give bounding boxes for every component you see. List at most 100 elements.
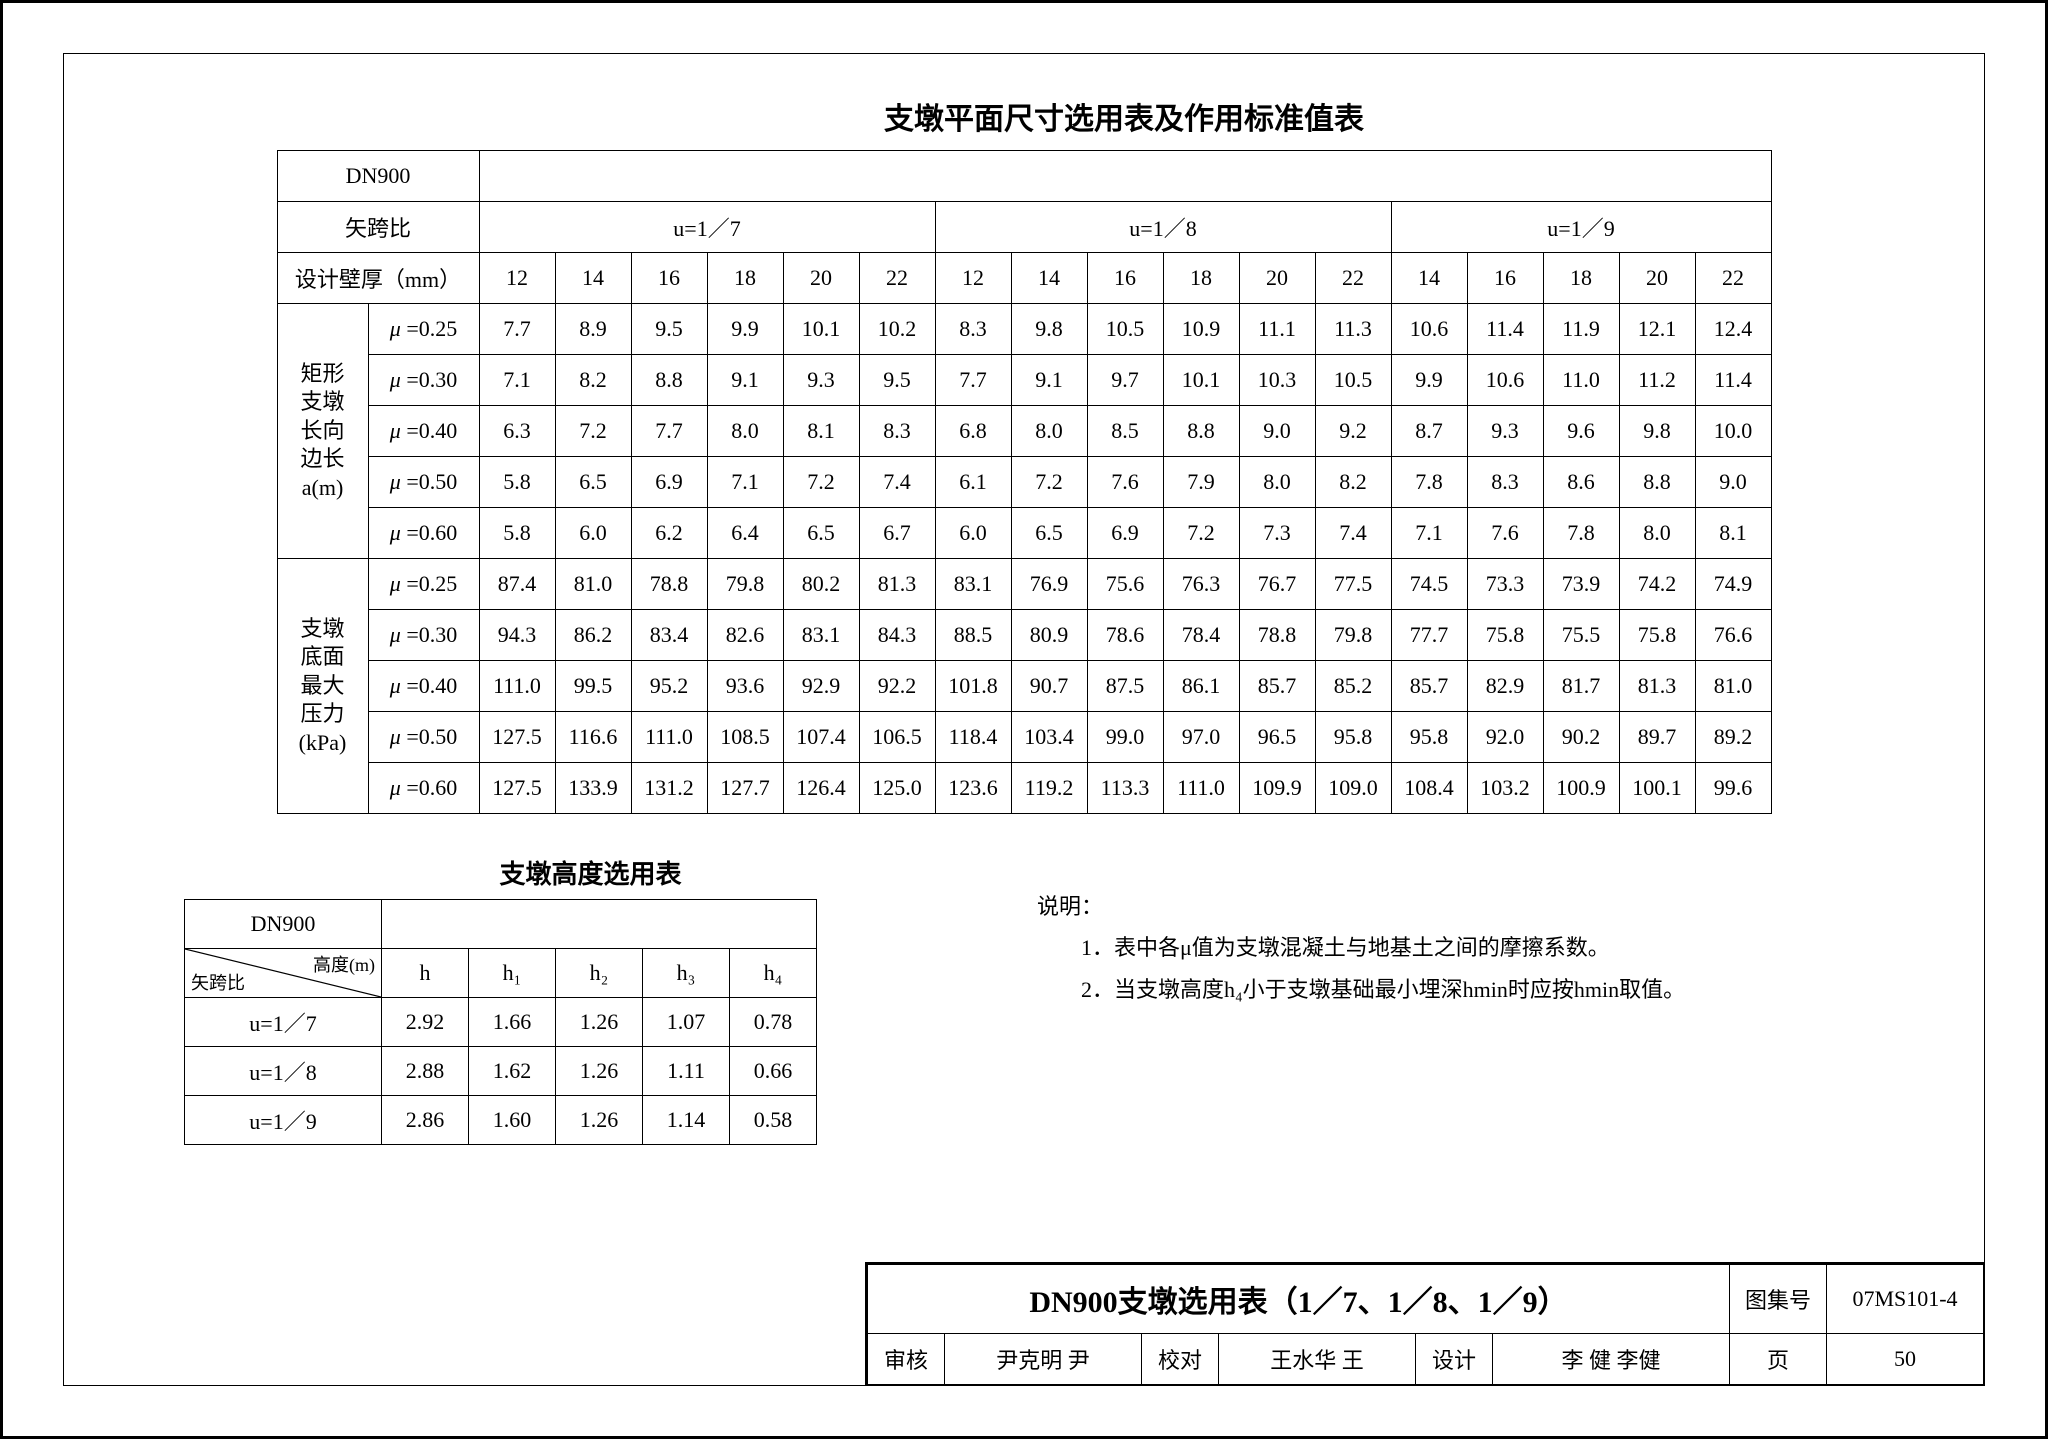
data-cell: 8.7 — [1391, 406, 1467, 457]
data-cell: 109.9 — [1239, 763, 1315, 814]
data-cell: 88.5 — [935, 610, 1011, 661]
height-cell: 1.60 — [469, 1096, 556, 1145]
data-cell: 116.6 — [555, 712, 631, 763]
mu-label: μ =0.30 — [368, 610, 479, 661]
data-cell: 6.1 — [935, 457, 1011, 508]
main-data-table: DN900 矢跨比 u=1／7 u=1／8 u=1／9 设计壁厚（mm） 12 … — [277, 150, 1772, 814]
check-name: 王水华 王 — [1219, 1334, 1416, 1385]
data-cell: 74.2 — [1619, 559, 1695, 610]
data-cell: 8.2 — [555, 355, 631, 406]
data-cell: 92.9 — [783, 661, 859, 712]
data-cell: 111.0 — [631, 712, 707, 763]
data-cell: 95.8 — [1315, 712, 1391, 763]
height-cell: 1.26 — [556, 998, 643, 1047]
data-cell: 80.2 — [783, 559, 859, 610]
data-cell: 84.3 — [859, 610, 935, 661]
data-cell: 6.5 — [555, 457, 631, 508]
data-cell: 7.8 — [1391, 457, 1467, 508]
data-cell: 7.1 — [479, 355, 555, 406]
check-label: 校对 — [1142, 1334, 1219, 1385]
data-cell: 87.5 — [1087, 661, 1163, 712]
data-cell: 7.2 — [783, 457, 859, 508]
data-cell: 81.3 — [1619, 661, 1695, 712]
review-name: 尹克明 尹 — [945, 1334, 1142, 1385]
data-cell: 76.3 — [1163, 559, 1239, 610]
data-cell: 6.5 — [783, 508, 859, 559]
wall-label: 设计壁厚（mm） — [277, 253, 479, 304]
data-cell: 113.3 — [1087, 763, 1163, 814]
data-cell: 6.4 — [707, 508, 783, 559]
data-cell: 85.2 — [1315, 661, 1391, 712]
data-cell: 10.1 — [1163, 355, 1239, 406]
data-cell: 8.8 — [1163, 406, 1239, 457]
data-cell: 103.2 — [1467, 763, 1543, 814]
data-cell: 75.6 — [1087, 559, 1163, 610]
data-cell: 7.3 — [1239, 508, 1315, 559]
data-cell: 10.9 — [1163, 304, 1239, 355]
data-cell: 95.8 — [1391, 712, 1467, 763]
data-cell: 9.1 — [707, 355, 783, 406]
data-cell: 99.6 — [1695, 763, 1771, 814]
rowgroup-label: 支墩底面最大压力(kPa) — [277, 559, 368, 814]
span-ratio-label: 矢跨比 — [277, 202, 479, 253]
data-cell: 8.0 — [1239, 457, 1315, 508]
data-cell: 9.0 — [1695, 457, 1771, 508]
data-cell: 76.7 — [1239, 559, 1315, 610]
data-cell: 10.5 — [1087, 304, 1163, 355]
data-cell: 6.3 — [479, 406, 555, 457]
data-cell: 81.0 — [555, 559, 631, 610]
data-cell: 10.6 — [1467, 355, 1543, 406]
data-cell: 78.4 — [1163, 610, 1239, 661]
data-cell: 125.0 — [859, 763, 935, 814]
data-cell: 6.2 — [631, 508, 707, 559]
data-cell: 123.6 — [935, 763, 1011, 814]
data-cell: 92.2 — [859, 661, 935, 712]
data-cell: 81.3 — [859, 559, 935, 610]
data-cell: 94.3 — [479, 610, 555, 661]
height-row-label: u=1／9 — [185, 1096, 382, 1145]
data-cell: 8.0 — [1619, 508, 1695, 559]
data-cell: 87.4 — [479, 559, 555, 610]
data-cell: 83.1 — [935, 559, 1011, 610]
data-cell: 6.0 — [555, 508, 631, 559]
data-cell: 11.9 — [1543, 304, 1619, 355]
data-cell: 8.3 — [1467, 457, 1543, 508]
data-cell: 76.6 — [1695, 610, 1771, 661]
note-2: 2．当支墩高度h₄小于支墩基础最小埋深hmin时应按hmin取值。 — [1081, 971, 1685, 1008]
data-cell: 127.5 — [479, 712, 555, 763]
data-cell: 75.8 — [1467, 610, 1543, 661]
dn-label: DN900 — [277, 151, 479, 202]
data-cell: 86.2 — [555, 610, 631, 661]
data-cell: 108.4 — [1391, 763, 1467, 814]
height-cell: 1.07 — [643, 998, 730, 1047]
mu-label: μ =0.25 — [368, 304, 479, 355]
data-cell: 79.8 — [1315, 610, 1391, 661]
title-block: DN900支墩选用表（1／7、1／8、1／9） 图集号 07MS101-4 审核… — [865, 1262, 1984, 1385]
data-cell: 81.7 — [1543, 661, 1619, 712]
height-row-label: u=1／7 — [185, 998, 382, 1047]
height-cell: 1.14 — [643, 1096, 730, 1145]
data-cell: 10.3 — [1239, 355, 1315, 406]
height-cell: 1.62 — [469, 1047, 556, 1096]
data-cell: 12.1 — [1619, 304, 1695, 355]
data-cell: 6.8 — [935, 406, 1011, 457]
data-cell: 7.2 — [1011, 457, 1087, 508]
data-cell: 7.2 — [555, 406, 631, 457]
data-cell: 101.8 — [935, 661, 1011, 712]
data-cell: 99.5 — [555, 661, 631, 712]
data-cell: 9.9 — [707, 304, 783, 355]
data-cell: 108.5 — [707, 712, 783, 763]
data-cell: 126.4 — [783, 763, 859, 814]
drawing-title: DN900支墩选用表（1／7、1／8、1／9） — [868, 1265, 1730, 1334]
data-cell: 8.1 — [783, 406, 859, 457]
rowgroup-label: 矩形支墩长向边长a(m) — [277, 304, 368, 559]
data-cell: 8.3 — [859, 406, 935, 457]
data-cell: 8.8 — [631, 355, 707, 406]
data-cell: 9.8 — [1011, 304, 1087, 355]
height-cell: 1.11 — [643, 1047, 730, 1096]
data-cell: 10.6 — [1391, 304, 1467, 355]
data-cell: 9.0 — [1239, 406, 1315, 457]
data-cell: 85.7 — [1391, 661, 1467, 712]
data-cell: 9.1 — [1011, 355, 1087, 406]
data-cell: 106.5 — [859, 712, 935, 763]
